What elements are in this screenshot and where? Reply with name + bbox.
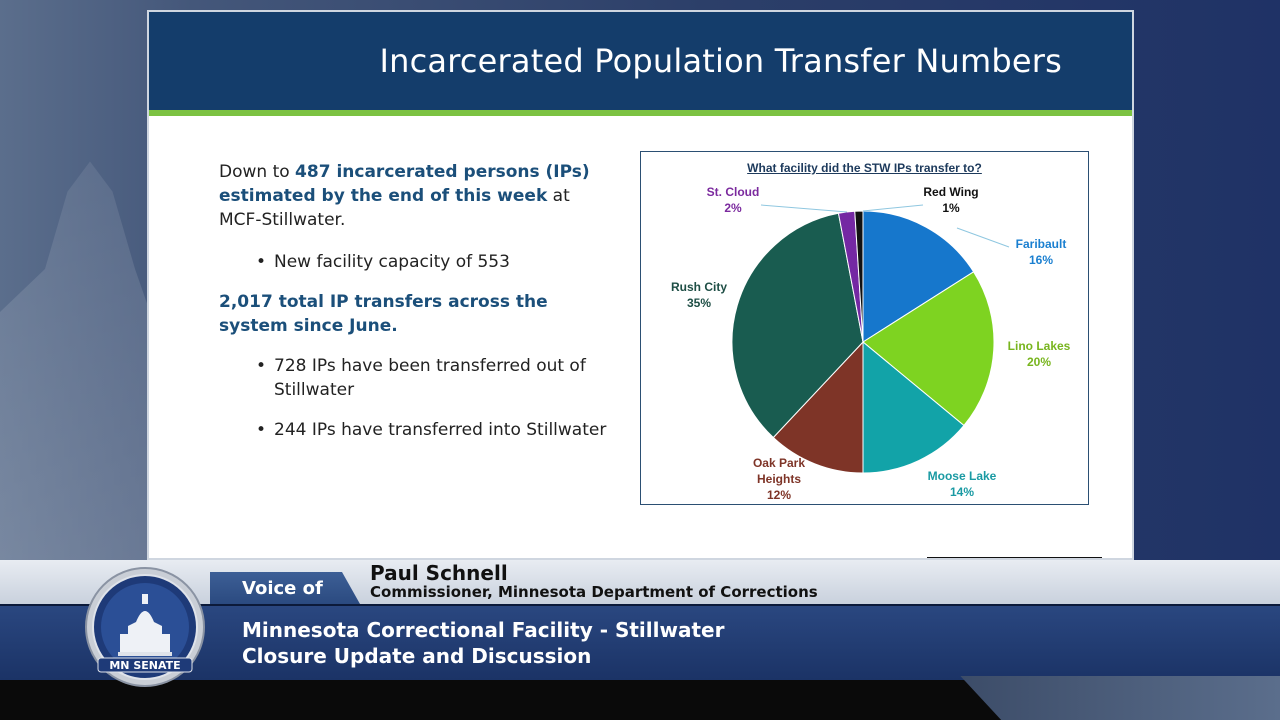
pie-label-value: 16% (1028, 253, 1054, 267)
program-title-line2: Closure Update and Discussion (242, 644, 592, 668)
pie-label-value: 35% (686, 296, 712, 310)
pie-slice-rush-city (731, 212, 864, 439)
leader-line-red-wing (862, 204, 924, 212)
pie-chart (731, 204, 1010, 474)
pie-slice-oak-park-heights (772, 340, 864, 474)
slide-header-accent-line (149, 110, 1132, 116)
pie-label-value: 14% (949, 485, 975, 499)
lower-third-main-band (0, 604, 1280, 680)
speaker-name: Paul Schnell (370, 561, 508, 585)
pie-slice-moose-lake (862, 340, 965, 474)
background-capitol-image (0, 161, 150, 570)
voice-of-label: Voice of (242, 578, 323, 599)
bullet-transferred-in: 244 IPs have transferred into Stillwater (256, 418, 609, 442)
bullet-capacity: New facility capacity of 553 (256, 250, 609, 274)
pie-label-value: 1% (942, 201, 960, 215)
voice-of-tab (210, 572, 360, 604)
transfers-heading: 2,017 total IP transfers across the syst… (219, 292, 548, 336)
pie-label-name: Red Wing (923, 185, 979, 199)
pie-slice-faribault (862, 210, 975, 343)
pie-label-name: Faribault (1015, 237, 1067, 251)
slide-bullets: Down to 487 incarcerated persons (IPs) e… (219, 160, 609, 458)
chart-title: What facility did the STW IPs transfer t… (747, 161, 982, 175)
bullet-transferred-out: 728 IPs have been transferred out of Sti… (256, 354, 609, 402)
lower-third-bottom-accent (960, 676, 1280, 720)
lead-highlight: 487 incarcerated persons (IPs) estimated… (219, 162, 590, 206)
pie-label-oak-park-heights: Oak Park Heights 12% (753, 455, 805, 503)
lead-suffix: at MCF-Stillwater. (219, 186, 570, 230)
pie-label-moose-lake: Moose Lake 14% (928, 468, 997, 500)
pie-label-name: St. Cloud (706, 185, 760, 199)
pie-slice-red-wing (854, 210, 864, 343)
pie-chart-box: What facility did the STW IPs transfer t… (640, 151, 1089, 505)
leader-line-faribault (956, 227, 1010, 248)
program-title-line1: Minnesota Correctional Facility - Stillw… (242, 618, 725, 642)
speaker-role: Commissioner, Minnesota Department of Co… (370, 583, 818, 601)
slide-header (149, 12, 1132, 110)
presentation-slide: Incarcerated Population Transfer Numbers… (147, 10, 1134, 560)
pie-slice-lino-lakes (862, 271, 995, 427)
pie-label-name: Lino Lakes (1007, 339, 1071, 353)
pie-label-name: Moose Lake (927, 469, 997, 483)
pie-label-value: 12% (766, 488, 792, 502)
seal-text: MN SENATE (109, 659, 180, 672)
pie-label-value: 20% (1026, 355, 1052, 369)
pie-label-rush-city: Rush City 35% (671, 279, 727, 311)
pie-label-value: 2% (724, 201, 742, 215)
pie-label-faribault: Faribault 16% (1016, 236, 1067, 268)
slide-title: Incarcerated Population Transfer Numbers (379, 42, 1062, 80)
pie-label-lino-lakes: Lino Lakes 20% (1008, 338, 1071, 370)
mn-senate-seal-logo: MN SENATE (85, 567, 205, 687)
pie-label-st-cloud: St. Cloud 2% (707, 184, 760, 216)
leader-line-st-cloud (760, 204, 848, 213)
slide-footer-bar (927, 557, 1102, 558)
lead-paragraph: Down to 487 incarcerated persons (IPs) e… (219, 160, 609, 232)
pie-label-name: Oak Park (752, 456, 806, 470)
pie-label-red-wing: Red Wing 1% (923, 184, 978, 216)
pie-label-name: Rush City (670, 280, 728, 294)
pie-label-name: Heights (756, 472, 802, 486)
lead-prefix: Down to (219, 162, 296, 182)
